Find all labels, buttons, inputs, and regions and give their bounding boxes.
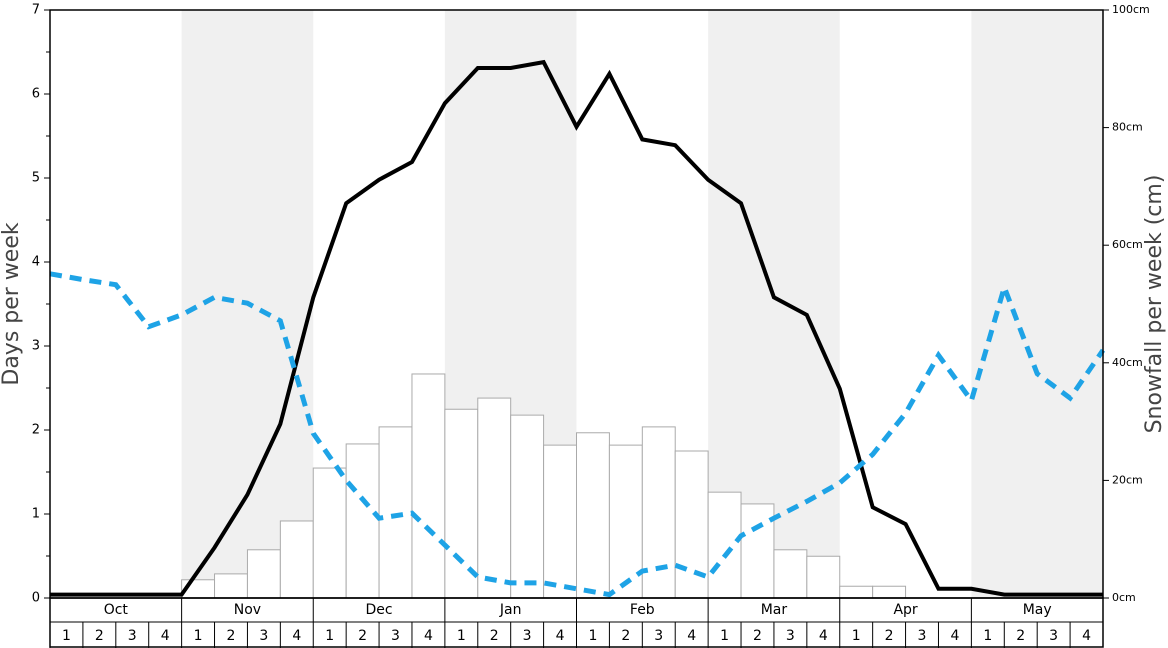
bar <box>444 408 479 599</box>
y2-tick-label: 40cm <box>1112 356 1143 369</box>
month-label: Nov <box>234 602 261 618</box>
bar <box>773 549 808 599</box>
bar <box>312 467 347 599</box>
y2-tick-label: 60cm <box>1112 238 1143 251</box>
y2-tick-label: 80cm <box>1112 121 1143 134</box>
bar <box>510 414 545 599</box>
month-label: Jan <box>499 602 522 618</box>
week-label: 2 <box>490 628 499 644</box>
bar <box>707 491 742 599</box>
y-axis-label: Days per week <box>0 222 24 385</box>
bar <box>806 555 841 599</box>
bar <box>345 443 380 599</box>
y-tick-label: 2 <box>32 423 40 438</box>
week-label: 4 <box>950 628 959 644</box>
week-label: 3 <box>259 628 268 644</box>
week-label: 4 <box>819 628 828 644</box>
bar <box>214 573 248 599</box>
bar <box>839 585 874 599</box>
week-label: 3 <box>391 628 400 644</box>
month-label: Dec <box>366 602 393 618</box>
week-label: 3 <box>128 628 137 644</box>
week-label: 2 <box>621 628 630 644</box>
week-label: 2 <box>885 628 894 644</box>
month-label: Apr <box>893 602 917 618</box>
week-label: 3 <box>1049 628 1058 644</box>
week-label: 1 <box>194 628 203 644</box>
y-tick-label: 6 <box>32 87 40 102</box>
bar <box>576 432 610 599</box>
week-label: 4 <box>161 628 170 644</box>
week-label: 3 <box>918 628 927 644</box>
y-tick-label: 1 <box>32 507 40 522</box>
week-label: 3 <box>654 628 663 644</box>
week-label: 3 <box>523 628 532 644</box>
y-tick-label: 0 <box>32 591 40 606</box>
month-label: Mar <box>761 602 788 618</box>
month-band <box>971 10 1103 598</box>
bar <box>378 426 413 599</box>
week-label: 4 <box>292 628 301 644</box>
week-label: 4 <box>687 628 696 644</box>
week-label: 2 <box>753 628 762 644</box>
y2-tick-label: 100cm <box>1112 3 1150 16</box>
bar <box>543 444 577 599</box>
y-tick-label: 7 <box>32 3 40 18</box>
bar <box>246 549 281 599</box>
y2-tick-label: 0cm <box>1112 591 1136 604</box>
week-label: 4 <box>556 628 565 644</box>
week-label: 2 <box>227 628 236 644</box>
y2-axis-label: Snowfall per week (cm) <box>1142 175 1167 434</box>
bar <box>279 520 314 599</box>
bar <box>872 585 907 599</box>
month-label: Feb <box>630 602 655 618</box>
week-label: 3 <box>786 628 795 644</box>
line <box>49 271 1106 598</box>
y-tick-label: 4 <box>32 255 40 270</box>
week-label: 2 <box>1016 628 1025 644</box>
week-label: 1 <box>457 628 466 644</box>
week-label: 2 <box>358 628 367 644</box>
week-label: 1 <box>720 628 729 644</box>
week-label: 1 <box>325 628 334 644</box>
week-label: 2 <box>95 628 104 644</box>
week-label: 1 <box>62 628 71 644</box>
week-label: 1 <box>983 628 992 644</box>
month-label: May <box>1023 602 1052 618</box>
week-label: 1 <box>588 628 597 644</box>
week-label: 1 <box>852 628 861 644</box>
bar <box>674 450 709 599</box>
line <box>50 59 1103 597</box>
month-label: Oct <box>104 602 129 618</box>
bar <box>411 373 446 599</box>
week-label: 4 <box>424 628 433 644</box>
week-label: 4 <box>1082 628 1091 644</box>
bar <box>477 397 512 599</box>
y-tick-label: 5 <box>32 171 40 186</box>
y2-tick-label: 20cm <box>1112 473 1143 486</box>
y-tick-label: 3 <box>32 339 40 354</box>
